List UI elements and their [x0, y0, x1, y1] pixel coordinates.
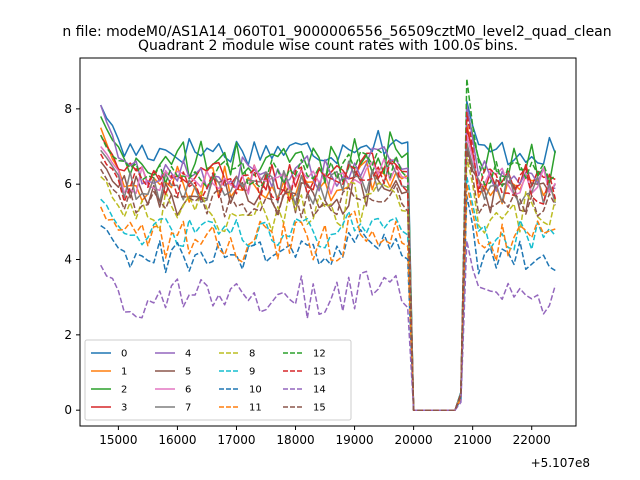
legend-label: 13 [313, 367, 326, 378]
legend-label: 10 [249, 385, 262, 396]
legend-label: 7 [185, 403, 191, 414]
series-line-9 [100, 175, 556, 411]
series-line-3 [100, 126, 556, 411]
legend-label: 1 [121, 367, 127, 378]
legend-label: 2 [121, 385, 127, 396]
legend-item: 5 [155, 367, 191, 378]
legend-label: 3 [121, 403, 127, 414]
series-line-10 [100, 194, 556, 411]
legend-item: 11 [219, 403, 262, 414]
chart-title: Quadrant 2 module wise count rates with … [138, 38, 518, 54]
x-tick-label: 20000 [395, 433, 433, 447]
legend-item: 10 [219, 385, 262, 396]
legend-item: 2 [91, 385, 127, 396]
legend-label: 14 [313, 385, 326, 396]
legend-label: 15 [313, 403, 326, 414]
series-line-0 [100, 100, 557, 411]
figure-title: n file: modeM0/AS1A14_060T01_9000006556_… [62, 24, 611, 40]
legend-label: 8 [249, 349, 255, 360]
y-axis: 0 2 4 6 8 [64, 102, 80, 417]
legend-box [84, 339, 352, 421]
legend-label: 4 [185, 349, 191, 360]
legend-item: 3 [91, 403, 127, 414]
series-line-14 [100, 239, 557, 411]
x-tick-label: 17000 [217, 433, 255, 447]
x-tick-label: 16000 [158, 433, 196, 447]
legend-item: 8 [219, 349, 255, 360]
series-line-13 [100, 111, 557, 411]
x-tick-label: 15000 [99, 433, 137, 447]
legend-item: 6 [155, 385, 191, 396]
legend-item: 14 [283, 385, 326, 396]
x-tick-label: 21000 [454, 433, 492, 447]
x-axis: 15000 16000 17000 18000 19000 20000 21000 22000 [99, 426, 551, 447]
x-tick-label: 22000 [513, 433, 551, 447]
legend-label: 0 [121, 349, 127, 360]
legend-label: 11 [249, 403, 262, 414]
x-tick-label: 19000 [335, 433, 373, 447]
series-line-8 [100, 157, 557, 411]
legend-item: 4 [155, 349, 191, 360]
series-line-4 [99, 104, 556, 411]
x-offset-label: +5.107e8 [531, 456, 590, 470]
legend-label: 5 [185, 367, 191, 378]
series-line-15 [100, 149, 556, 411]
legend-item: 13 [283, 367, 326, 378]
series-line-2 [100, 108, 557, 411]
series-lines [99, 77, 557, 411]
legend-item: 15 [283, 403, 326, 414]
legend-item: 0 [91, 349, 127, 360]
y-tick-label: 8 [64, 102, 72, 116]
legend-item: 12 [283, 349, 326, 360]
series-line-7 [100, 141, 557, 411]
legend-item: 7 [155, 403, 191, 414]
y-tick-label: 6 [64, 177, 72, 191]
x-tick-label: 18000 [276, 433, 314, 447]
legend-label: 6 [185, 385, 191, 396]
y-tick-label: 2 [64, 328, 72, 342]
legend-item: 1 [91, 367, 127, 378]
y-tick-label: 0 [64, 403, 72, 417]
y-tick-label: 4 [64, 253, 72, 267]
legend-label: 12 [313, 349, 326, 360]
series-line-12 [100, 77, 556, 411]
plot-frame [79, 57, 577, 427]
legend-label: 9 [249, 367, 255, 378]
legend-item: 9 [219, 367, 255, 378]
series-line-11 [100, 183, 556, 411]
